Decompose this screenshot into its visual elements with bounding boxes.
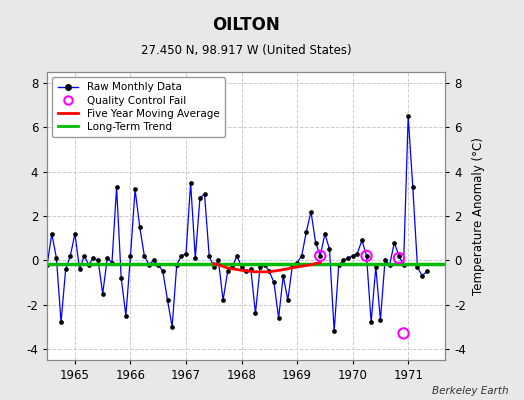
Quality Control Fail [362,253,370,259]
Raw Monthly Data [331,329,337,334]
Line: Five Year Moving Average: Five Year Moving Average [214,262,320,272]
Text: 27.450 N, 98.917 W (United States): 27.450 N, 98.917 W (United States) [141,44,352,57]
Five Year Moving Average [252,270,258,274]
Raw Monthly Data [340,258,346,263]
Five Year Moving Average [238,268,245,273]
Text: OILTON: OILTON [212,16,280,34]
Quality Control Fail [399,330,408,337]
Five Year Moving Average [294,264,300,269]
Five Year Moving Average [280,267,286,272]
Five Year Moving Average [224,266,231,270]
Five Year Moving Average [215,262,222,267]
Legend: Raw Monthly Data, Quality Control Fail, Five Year Moving Average, Long-Term Tren: Raw Monthly Data, Quality Control Fail, … [52,77,225,137]
Line: Raw Monthly Data: Raw Monthly Data [22,114,429,333]
Raw Monthly Data [220,298,226,302]
Raw Monthly Data [137,225,143,230]
Raw Monthly Data [257,264,263,269]
Quality Control Fail [316,253,324,259]
Five Year Moving Average [308,262,314,267]
Raw Monthly Data [30,254,37,258]
Text: Berkeley Earth: Berkeley Earth [432,386,508,396]
Y-axis label: Temperature Anomaly (°C): Temperature Anomaly (°C) [472,137,485,295]
Raw Monthly Data [423,269,430,274]
Raw Monthly Data [405,114,411,119]
Five Year Moving Average [266,270,272,274]
Raw Monthly Data [21,185,27,190]
Five Year Moving Average [211,261,217,266]
Raw Monthly Data [132,187,138,192]
Quality Control Fail [395,255,403,261]
Five Year Moving Average [317,260,323,265]
